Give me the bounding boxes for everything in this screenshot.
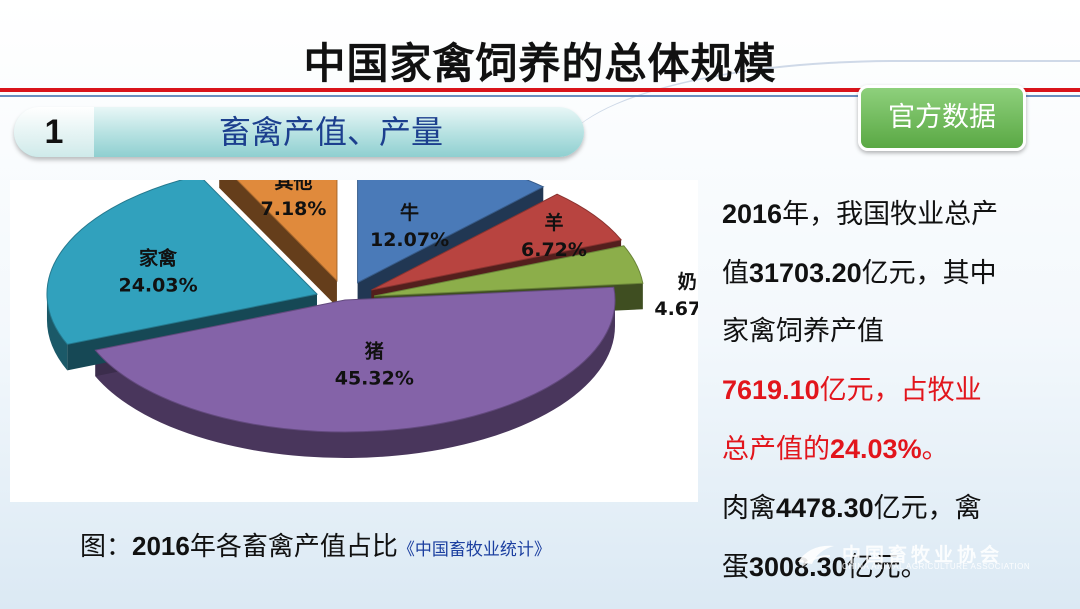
pie-slice-milk — [374, 245, 644, 297]
slice-label-name-pig: 猪 — [364, 341, 384, 363]
pie-slice-side-other — [219, 161, 337, 307]
logo-mark-icon — [798, 545, 834, 567]
pie-chart-panel: 牛 12.07% 羊 6.72% 奶 4.67% 猪 45.32% 家禽 24.03% 其他 7.18… — [10, 148, 720, 502]
desc-line-2: 值31703.20亿元，其中 — [722, 258, 997, 289]
slice-label-value-milk: 4.67% — [654, 298, 698, 320]
slice-label-value-other: 7.18% — [261, 198, 327, 220]
pie-slice-sheep — [371, 193, 623, 291]
section-bar — [14, 107, 584, 157]
caption-source: 《中国畜牧业统计》 — [397, 540, 551, 560]
section-number: 1 — [14, 107, 94, 157]
slice-label-name-poultry: 家禽 — [139, 246, 178, 269]
logo-name-en: CHINA ANIMAL AGRICULTURE ASSOCIATION — [842, 562, 1031, 571]
title-underline-red — [0, 88, 1080, 92]
desc-line-6: 肉禽4478.30亿元，禽 — [722, 493, 982, 524]
pie-slice-pig — [94, 286, 616, 433]
slice-label-name-sheep: 羊 — [544, 211, 563, 234]
slice-label-name-other: 其他 — [274, 180, 312, 193]
pie-slice-poultry — [46, 174, 318, 345]
association-logo: 中国畜牧业协会 CHINA ANIMAL AGRICULTURE ASSOCIA… — [796, 540, 1066, 574]
slice-label-name-milk: 奶 — [678, 270, 697, 293]
desc-line-4: 7619.10亿元，占牧业 — [722, 375, 982, 406]
chart-caption: 图：2016年各畜禽产值占比《中国畜牧业统计》 — [80, 531, 551, 562]
logo-name-cn: 中国畜牧业协会 — [842, 544, 1004, 566]
desc-line-1: 2016年，我国牧业总产 — [722, 199, 999, 230]
description-text: 2016年，我国牧业总产 值31703.20亿元，其中 家禽饲养产值 7619.… — [722, 185, 1042, 597]
slice-label-value-cattle: 12.07% — [370, 229, 449, 251]
slide-title: 中国家禽饲养的总体规模 — [303, 39, 777, 88]
title-underline-blue — [0, 95, 1080, 97]
section-label: 畜禽产值、产量 — [218, 113, 443, 151]
pie-chart: 牛 12.07% 羊 6.72% 奶 4.67% 猪 45.32% 家禽 24.03% 其他 7.18… — [46, 148, 720, 459]
pie-slice-wall-poultry — [46, 294, 68, 371]
desc-line-7: 蛋3008.30亿元。 — [722, 552, 928, 583]
slice-label-name-cattle: 牛 — [400, 201, 419, 224]
desc-line-3: 家禽饲养产值 — [722, 316, 884, 347]
pie-slice-edge-other-0 — [219, 161, 337, 307]
slice-label-value-pig: 45.32% — [335, 368, 414, 390]
official-data-badge: 官方数据 — [858, 85, 1026, 151]
desc-line-5: 总产值的24.03%。 — [722, 434, 949, 465]
slice-label-value-sheep: 6.72% — [521, 239, 587, 261]
slice-label-value-poultry: 24.03% — [118, 274, 197, 296]
